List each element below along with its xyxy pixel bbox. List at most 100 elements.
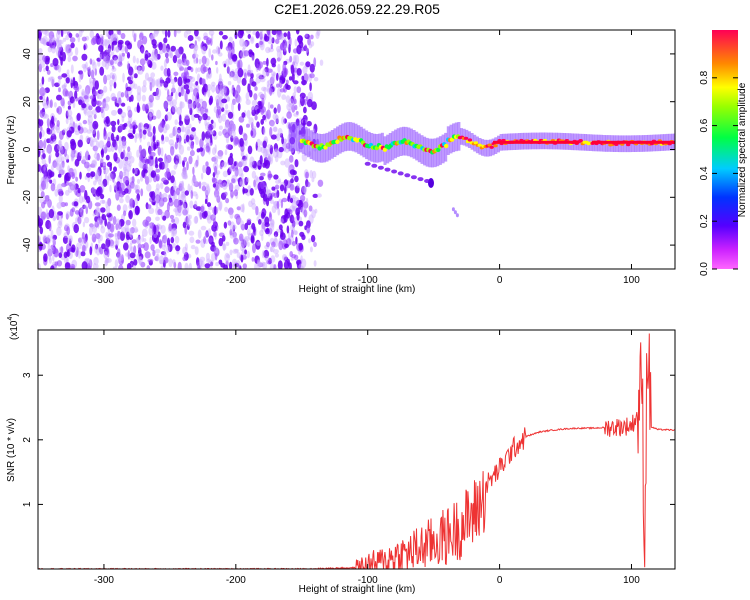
noise-speckle (232, 231, 237, 238)
noise-speckle (128, 96, 132, 103)
noise-speckle (60, 97, 65, 107)
noise-speckle (282, 48, 287, 56)
noise-speckle (222, 182, 228, 190)
noise-speckle (83, 204, 88, 210)
noise-speckle (291, 104, 296, 113)
streak-feature (377, 165, 384, 170)
noise-speckle (276, 57, 281, 62)
noise-speckle (105, 96, 111, 103)
noise-speckle (46, 129, 53, 135)
noise-speckle (195, 81, 199, 86)
noise-speckle (38, 241, 43, 251)
noise-speckle (180, 124, 185, 133)
noise-speckle (297, 35, 303, 43)
noise-speckle (175, 91, 178, 101)
noise-speckle (140, 261, 146, 268)
noise-speckle (266, 188, 271, 198)
noise-speckle (147, 141, 151, 147)
noise-speckle (201, 131, 206, 141)
noise-speckle (225, 103, 229, 110)
noise-speckle (58, 140, 61, 147)
noise-speckle (171, 105, 178, 113)
colorbar-tick-label: 0.0 (699, 262, 710, 276)
noise-speckle (222, 85, 228, 90)
noise-speckle (135, 237, 140, 244)
noise-speckle (183, 138, 187, 144)
noise-speckle (101, 214, 107, 221)
noise-speckle (101, 60, 108, 68)
noise-speckle (178, 183, 183, 192)
noise-speckle (135, 189, 140, 195)
noise-speckle (214, 205, 217, 216)
noise-speckle (193, 216, 199, 224)
noise-speckle (39, 95, 43, 100)
noise-speckle (58, 39, 64, 45)
noise-speckle (82, 119, 88, 125)
noise-speckle (217, 154, 223, 160)
noise-speckle (256, 138, 261, 148)
noise-speckle (164, 233, 168, 244)
noise-speckle (227, 50, 233, 60)
noise-speckle (168, 49, 172, 57)
noise-speckle (204, 198, 208, 205)
noise-speckle (40, 37, 47, 45)
noise-speckle (279, 232, 286, 241)
noise-speckle (285, 95, 291, 104)
noise-speckle (70, 79, 74, 89)
noise-speckle (56, 213, 60, 221)
noise-speckle (173, 164, 177, 170)
noise-speckle (118, 53, 122, 62)
noise-speckle (78, 74, 82, 83)
noise-speckle (301, 185, 306, 195)
noise-speckle (58, 46, 62, 53)
colorbar-tick-label: 0.2 (699, 214, 710, 228)
snr-frame (37, 329, 676, 570)
noise-speckle (89, 140, 95, 148)
noise-speckle (75, 217, 78, 224)
noise-speckle (219, 162, 223, 170)
noise-speckle (258, 219, 262, 225)
noise-speckle (304, 202, 308, 209)
noise-speckle (192, 166, 195, 175)
noise-speckle (289, 197, 294, 204)
noise-speckle (257, 100, 263, 107)
noise-speckle (171, 99, 177, 107)
noise-speckle (279, 184, 285, 192)
noise-speckle (215, 60, 218, 66)
noise-speckle (132, 218, 137, 227)
noise-speckle (85, 85, 91, 95)
noise-speckle (281, 116, 286, 125)
noise-speckle (313, 123, 318, 134)
noise-speckle (267, 101, 271, 110)
noise-speckle (276, 83, 280, 88)
noise-speckle (278, 224, 283, 231)
noise-speckle (103, 146, 108, 154)
noise-speckle (182, 172, 188, 179)
noise-speckle (186, 146, 191, 151)
noise-speckle (175, 187, 180, 196)
noise-speckle (227, 220, 232, 226)
noise-speckle (112, 54, 118, 61)
noise-speckle (298, 242, 304, 251)
noise-speckle (118, 190, 125, 198)
noise-speckle (81, 261, 88, 269)
noise-speckle (216, 195, 221, 203)
noise-speckle (105, 30, 110, 37)
noise-speckle (74, 47, 79, 56)
noise-speckle (116, 190, 119, 196)
noise-speckle (306, 98, 313, 108)
noise-speckle (131, 239, 137, 244)
noise-speckle (237, 60, 241, 70)
noise-speckle (78, 237, 82, 243)
noise-speckle (41, 180, 46, 190)
noise-speckle (201, 55, 207, 65)
noise-speckle (70, 140, 77, 151)
noise-speckle (255, 239, 261, 250)
noise-speckle (122, 204, 128, 213)
noise-speckle (82, 221, 86, 228)
noise-speckle (65, 189, 70, 196)
noise-speckle (137, 256, 143, 264)
noise-speckle (237, 167, 244, 177)
noise-speckle (111, 67, 117, 72)
noise-speckle (284, 208, 289, 218)
